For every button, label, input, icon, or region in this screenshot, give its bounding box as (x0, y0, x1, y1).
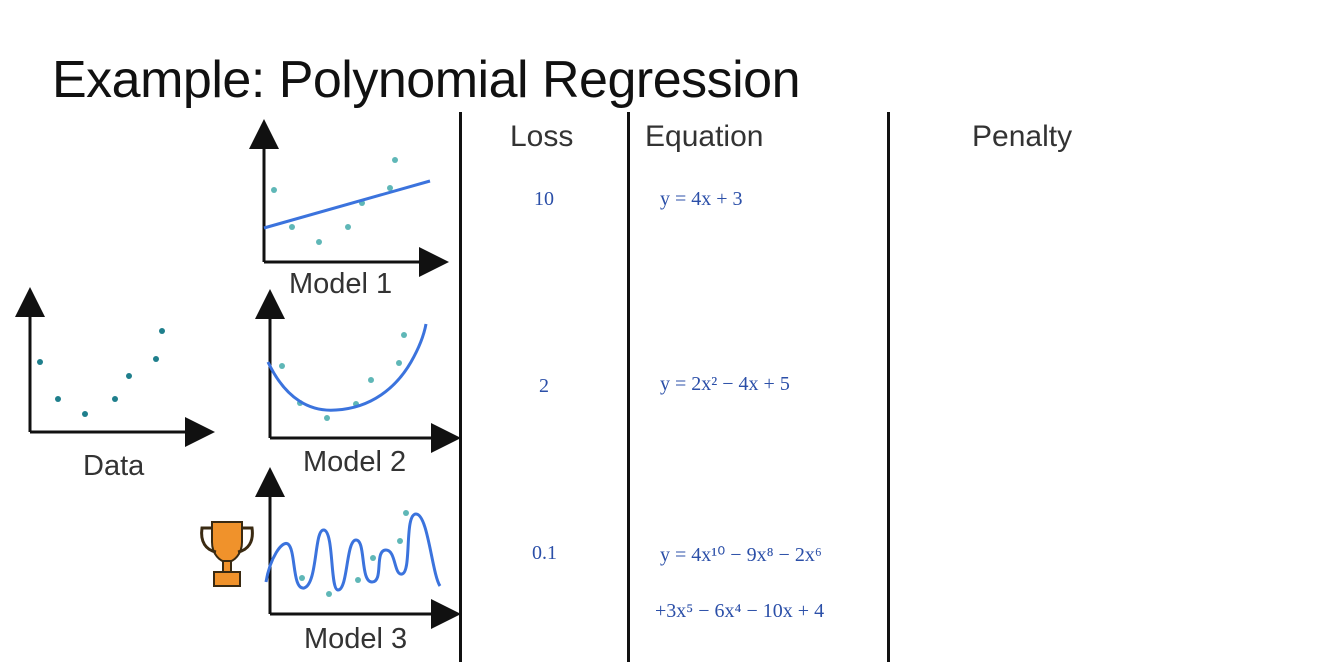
column-divider-3 (887, 112, 890, 662)
model-1-point (289, 224, 295, 230)
model-1-point (387, 185, 393, 191)
model-2-point (396, 360, 402, 366)
data-point (126, 373, 132, 379)
equation-model-2: y = 2x² − 4x + 5 (660, 373, 790, 395)
model-2-point (401, 332, 407, 338)
model-3-point (397, 538, 403, 544)
model-2-point (279, 363, 285, 369)
model-3-point (299, 575, 305, 581)
loss-value-model-2: 2 (539, 375, 549, 397)
column-header-penalty: Penalty (972, 120, 1073, 153)
model-1-fit-line (263, 179, 431, 230)
trophy-icon (200, 521, 254, 587)
data-plot-label: Data (83, 450, 145, 482)
column-header-equation: Equation (645, 120, 764, 153)
model-3-plot (255, 467, 461, 629)
equation-model-3-line-2: +3x⁵ − 6x⁴ − 10x + 4 (655, 600, 825, 622)
slide-title: Example: Polynomial Regression (52, 51, 801, 109)
model-1-point (271, 187, 277, 193)
model-1-plot (249, 119, 449, 277)
column-divider-2 (627, 112, 630, 662)
data-point (153, 356, 159, 362)
data-point (159, 328, 165, 334)
column-header-loss: Loss (510, 120, 574, 153)
model-2-plot (255, 289, 461, 453)
model-2-point (324, 415, 330, 421)
data-scatter-plot (14, 287, 215, 447)
model-3-point (326, 591, 332, 597)
model-2-point (368, 377, 374, 383)
model-1-point (345, 224, 351, 230)
model-2-label: Model 2 (303, 446, 407, 478)
model-3-label: Model 3 (304, 623, 408, 655)
data-point (82, 411, 88, 417)
model-3-fit-curve (264, 512, 442, 592)
model-3-point (355, 577, 361, 583)
model-1-point (316, 239, 322, 245)
model-1-label: Model 1 (289, 268, 393, 300)
equation-model-1: y = 4x + 3 (660, 188, 743, 210)
data-point (37, 359, 43, 365)
model-1-point (392, 157, 398, 163)
data-point (112, 396, 118, 402)
model-2-fit-curve (266, 323, 428, 412)
model-3-point (370, 555, 376, 561)
loss-value-model-1: 10 (534, 188, 554, 210)
equation-model-3-line-1: y = 4x¹⁰ − 9x⁸ − 2x⁶ (660, 544, 822, 566)
data-point (55, 396, 61, 402)
loss-value-model-3: 0.1 (532, 542, 557, 564)
model-3-point (403, 510, 409, 516)
column-divider-1 (459, 112, 462, 662)
